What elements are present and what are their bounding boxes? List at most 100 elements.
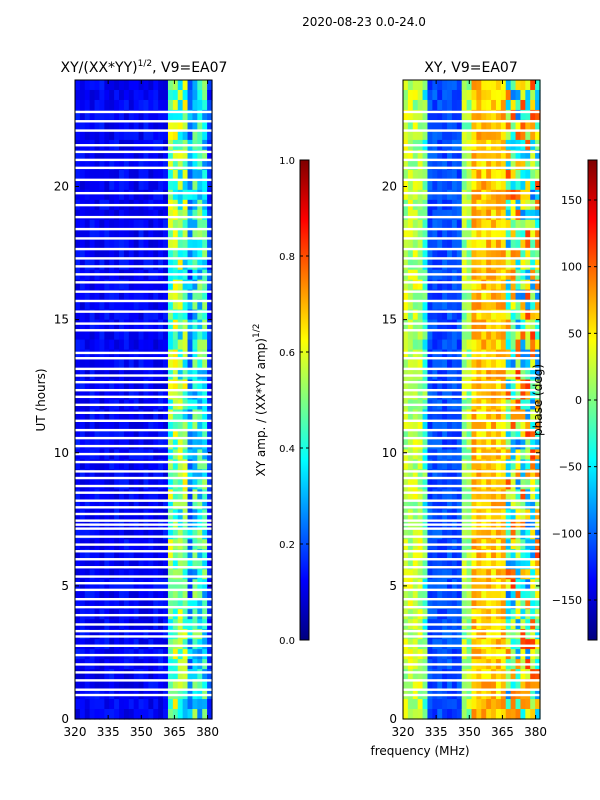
heatmap-cell (84, 429, 91, 441)
heatmap-cell (471, 569, 477, 580)
heatmap-cell (192, 569, 198, 580)
heatmap-cell (143, 479, 149, 490)
heatmap-cell (192, 179, 198, 191)
heatmap-cell (89, 159, 96, 171)
heatmap-cell (456, 569, 463, 580)
heatmap-cell (197, 589, 203, 600)
heatmap-cell (128, 549, 135, 560)
heatmap-cell (412, 429, 419, 441)
heatmap-cell (437, 569, 443, 580)
heatmap-cell (491, 359, 497, 371)
flagged-row (403, 693, 540, 697)
heatmap-cell (89, 99, 96, 111)
heatmap-cell (427, 459, 433, 470)
heatmap-cell (109, 309, 115, 321)
flagged-row (403, 158, 540, 162)
heatmap-cell (104, 329, 110, 341)
heatmap-cell (486, 229, 492, 241)
heatmap-cell (114, 80, 120, 91)
heatmap-cell (197, 459, 203, 470)
heatmap-cell (530, 229, 536, 241)
heatmap-cell (481, 429, 487, 441)
heatmap-cell (442, 239, 448, 251)
heatmap-cell (84, 469, 91, 480)
heatmap-cell (207, 239, 213, 251)
heatmap-cell (182, 279, 189, 291)
heatmap-cell (114, 239, 120, 251)
heatmap-cell (143, 409, 149, 421)
heatmap-cell (476, 459, 482, 470)
heatmap-cell (427, 319, 433, 331)
heatmap-cell (422, 259, 429, 271)
heatmap-cell (486, 239, 492, 251)
heatmap-cell (197, 409, 203, 421)
heatmap-cell (403, 179, 409, 191)
colorbar-tick-label: 0.0 (279, 636, 295, 647)
heatmap-cell (495, 579, 502, 590)
heatmap-cell (461, 429, 468, 441)
heatmap-cell (417, 229, 424, 241)
heatmap-cell (466, 549, 473, 560)
heatmap-cell (79, 279, 86, 291)
heatmap-cell (486, 699, 492, 710)
heatmap-cell (412, 279, 419, 291)
heatmap-cell (207, 279, 213, 291)
heatmap-cell (148, 699, 154, 710)
heatmap-cell (197, 629, 203, 640)
heatmap-cell (119, 249, 125, 261)
heatmap-cell (143, 549, 149, 560)
heatmap-cell (148, 599, 154, 610)
heatmap-cell (187, 669, 194, 680)
heatmap-cell (167, 529, 174, 540)
heatmap-cell (192, 439, 198, 451)
flagged-row (403, 688, 540, 691)
heatmap-cell (109, 489, 115, 500)
heatmap-cell (94, 209, 101, 221)
heatmap-cell (128, 339, 135, 351)
heatmap-cell (422, 479, 429, 490)
heatmap-cell (172, 129, 179, 141)
heatmap-cell (427, 149, 433, 161)
heatmap-cell (167, 439, 174, 451)
heatmap-cell (427, 289, 433, 301)
heatmap-cell (451, 489, 458, 500)
heatmap-cell (407, 709, 414, 720)
heatmap-cell (114, 309, 120, 321)
heatmap-cell (143, 489, 149, 500)
heatmap-cell (192, 249, 198, 261)
heatmap-cell (442, 549, 448, 560)
heatmap-cell (495, 699, 502, 710)
heatmap-cell (172, 229, 179, 241)
heatmap-cell (75, 329, 81, 341)
heatmap-cell (94, 289, 101, 301)
heatmap-cell (525, 459, 531, 470)
heatmap-cell (535, 329, 541, 341)
heatmap-cell (407, 569, 414, 580)
heatmap-cell (84, 419, 91, 431)
heatmap-cell (466, 559, 473, 570)
heatmap-cell (109, 299, 115, 311)
heatmap-cell (491, 169, 497, 181)
heatmap-cell (466, 339, 473, 351)
heatmap-cell (128, 699, 135, 710)
heatmap-cell (500, 349, 507, 361)
heatmap-cell (138, 479, 145, 490)
heatmap-cell (466, 149, 473, 161)
heatmap-cell (451, 309, 458, 321)
heatmap-cell (427, 469, 433, 480)
heatmap-cell (119, 499, 125, 510)
heatmap-cell (114, 579, 120, 590)
heatmap-cell (84, 349, 91, 361)
heatmap-cell (525, 629, 531, 640)
heatmap-cell (412, 409, 419, 421)
heatmap-cell (75, 579, 81, 590)
heatmap-cell (197, 299, 203, 311)
heatmap-cell (476, 359, 482, 371)
heatmap-cell (158, 379, 164, 391)
heatmap-cell (451, 409, 458, 421)
heatmap-cell (437, 289, 443, 301)
x-tick-label: 335 (97, 725, 120, 739)
heatmap-cell (403, 489, 409, 500)
heatmap-cell (505, 169, 512, 181)
heatmap-cell (417, 349, 424, 361)
